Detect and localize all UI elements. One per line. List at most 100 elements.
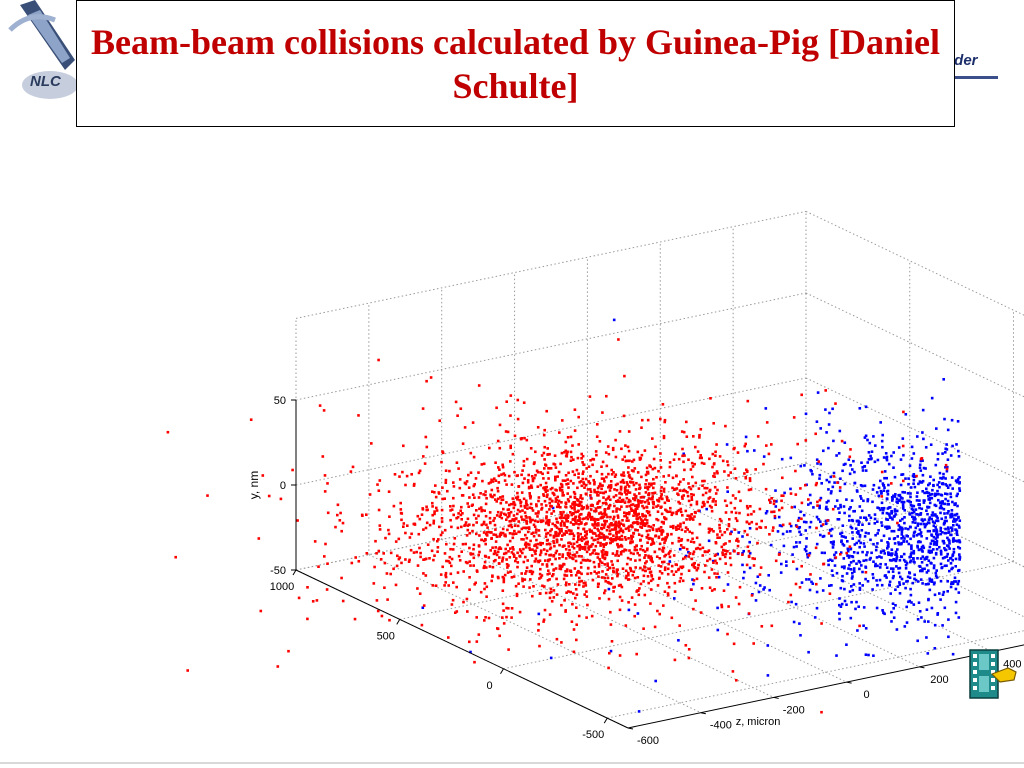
data-point [576, 510, 579, 513]
data-point [637, 502, 640, 505]
data-point [877, 486, 881, 490]
data-point [580, 504, 583, 508]
data-point [838, 597, 841, 600]
data-point [882, 611, 885, 615]
data-point [682, 557, 685, 561]
data-point [525, 457, 529, 461]
data-point [866, 461, 869, 464]
data-point [710, 506, 713, 509]
data-point [851, 468, 854, 471]
data-point [612, 534, 615, 537]
data-point [901, 444, 905, 448]
data-point [564, 479, 567, 482]
data-point [883, 486, 886, 489]
data-point [357, 414, 360, 417]
data-point [849, 464, 852, 467]
data-point [508, 556, 512, 559]
data-point [616, 574, 619, 578]
data-point [582, 482, 586, 486]
data-point [485, 534, 489, 537]
data-point [783, 491, 786, 495]
data-point [556, 583, 560, 586]
film-hand-icon[interactable] [968, 648, 1020, 700]
data-point [874, 444, 877, 447]
data-point [704, 564, 707, 567]
data-point [673, 590, 677, 593]
data-point [560, 527, 563, 531]
data-point [513, 524, 517, 527]
data-point [918, 564, 921, 568]
data-point [549, 590, 553, 594]
data-point [592, 532, 595, 535]
data-point [591, 578, 595, 582]
data-point [754, 468, 757, 471]
data-point [567, 554, 571, 558]
data-point [638, 456, 642, 460]
y-tick-label: -50 [270, 565, 286, 577]
data-point [888, 513, 891, 517]
data-point [829, 491, 833, 495]
data-point [603, 589, 607, 592]
data-point [465, 534, 469, 537]
data-point [771, 529, 775, 532]
data-point [898, 581, 901, 584]
data-point [657, 577, 661, 580]
data-point [726, 528, 729, 531]
data-point [501, 616, 504, 619]
data-point [564, 517, 568, 520]
data-point [722, 553, 725, 556]
data-point [876, 542, 879, 545]
data-point [949, 533, 952, 537]
data-point [580, 579, 584, 583]
data-point [839, 605, 843, 608]
data-point [601, 556, 605, 559]
data-point [468, 560, 471, 563]
data-point [711, 559, 715, 563]
data-point [861, 550, 864, 554]
data-point [677, 639, 680, 642]
data-point [578, 571, 582, 574]
data-point [947, 527, 950, 531]
data-point [554, 478, 557, 482]
data-point [957, 616, 961, 619]
data-point [713, 485, 717, 489]
data-point [843, 566, 846, 570]
data-point [389, 551, 393, 555]
data-point [474, 581, 477, 585]
data-point [649, 579, 653, 583]
data-point [903, 516, 906, 519]
data-point [566, 520, 569, 523]
data-point [907, 527, 910, 531]
data-point [446, 489, 449, 493]
data-point [617, 584, 621, 587]
data-point [560, 641, 563, 644]
data-point [887, 462, 891, 466]
data-point [480, 538, 483, 542]
data-point [711, 500, 715, 503]
data-point [612, 523, 615, 527]
data-point [666, 533, 670, 537]
data-point [576, 486, 579, 490]
z-tick [627, 727, 634, 730]
data-point [932, 566, 936, 570]
data-point [642, 523, 645, 527]
data-point [440, 460, 443, 464]
data-point [444, 481, 448, 484]
data-point [899, 519, 902, 522]
data-point [797, 516, 801, 520]
data-point [882, 534, 886, 538]
data-point [612, 471, 615, 474]
data-point [466, 561, 469, 565]
data-point [746, 469, 749, 473]
data-point [522, 459, 526, 463]
data-point [606, 445, 610, 448]
data-point [928, 501, 932, 505]
data-point [840, 565, 844, 569]
data-point [735, 539, 738, 542]
data-point [545, 532, 548, 536]
data-point [473, 660, 476, 664]
data-point [682, 494, 685, 497]
data-point [508, 512, 511, 516]
data-point [641, 521, 644, 525]
data-point [313, 540, 317, 543]
